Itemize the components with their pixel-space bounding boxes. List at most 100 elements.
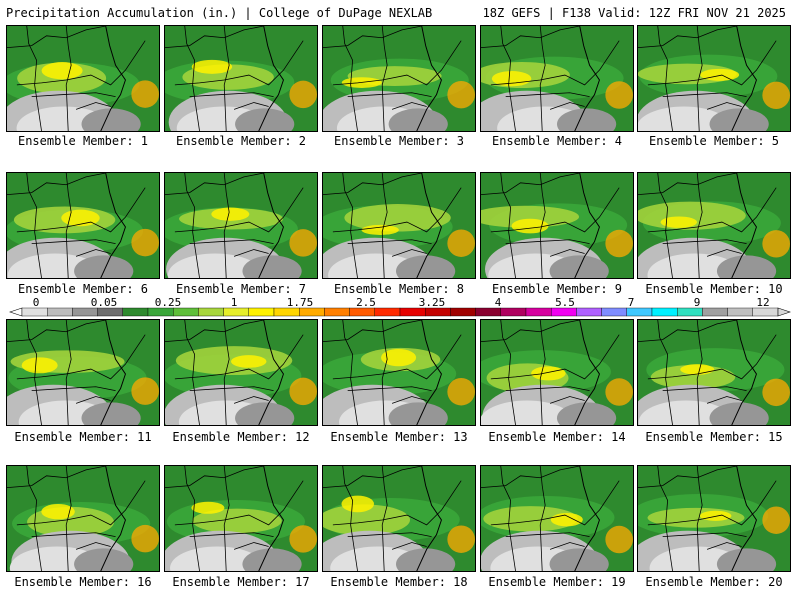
ensemble-map-panel <box>480 465 634 572</box>
precip-core <box>605 378 633 406</box>
precip-core <box>131 80 159 108</box>
header-title: Precipitation Accumulation (in.) | Colle… <box>6 6 433 20</box>
ensemble-member-label: Ensemble Member: 17 <box>172 575 310 589</box>
border-line <box>638 26 737 48</box>
border-line <box>323 466 422 488</box>
precip-core <box>191 501 225 514</box>
ensemble-map-panel <box>322 465 476 572</box>
border-line <box>490 187 620 233</box>
ensemble-member-label: Ensemble Member: 14 <box>488 430 626 444</box>
border-line <box>65 173 72 278</box>
precip-core <box>131 377 159 405</box>
legend-tick-label: 5.5 <box>555 296 575 309</box>
precip-core <box>447 229 475 257</box>
ensemble-member-label: Ensemble Member: 20 <box>645 575 783 589</box>
border-line <box>184 320 200 425</box>
precip-core <box>762 81 790 110</box>
border-line <box>342 466 358 571</box>
border-line <box>662 92 747 98</box>
border-line <box>657 173 673 278</box>
dry-area <box>549 255 609 278</box>
ensemble-map-panel <box>637 319 791 426</box>
precip-core <box>447 80 475 109</box>
legend-swatch <box>47 307 73 317</box>
legend-swatch <box>324 307 350 317</box>
precip-core <box>511 218 549 234</box>
border-line <box>174 480 304 526</box>
legend-swatch <box>399 307 426 317</box>
precip-core <box>289 80 317 109</box>
border-line <box>323 26 422 48</box>
coastline <box>574 466 600 571</box>
legend-swatch <box>651 307 678 317</box>
border-line <box>662 239 747 245</box>
border-line <box>391 102 427 110</box>
precip-core <box>361 224 399 235</box>
border-line <box>481 173 580 195</box>
ensemble-map-panel <box>637 172 791 279</box>
legend-swatch <box>727 307 753 317</box>
dry-area <box>556 108 617 131</box>
precip-core <box>230 355 267 368</box>
precip-core <box>700 68 740 81</box>
legend-max-arrow <box>777 307 791 317</box>
dry-area <box>235 402 295 425</box>
ensemble-member-label: Ensemble Member: 3 <box>333 134 465 148</box>
precip-band <box>344 204 451 232</box>
precip-core <box>762 506 790 534</box>
legend-swatch <box>425 307 451 317</box>
precip-band <box>323 504 410 536</box>
precip-core <box>762 230 790 258</box>
border-line <box>490 40 620 86</box>
ensemble-map-panel <box>6 172 160 279</box>
precip-core <box>605 229 633 258</box>
border-line <box>706 396 742 404</box>
coastline <box>731 173 757 278</box>
dry-area <box>556 402 617 425</box>
header-run-info: 18Z GEFS | F138 Valid: 12Z FRI NOV 21 20… <box>482 6 786 20</box>
legend-swatch <box>198 307 224 317</box>
dry-area <box>235 108 295 131</box>
legend-min-arrow <box>9 307 23 317</box>
dry-area <box>74 548 134 571</box>
border-line <box>549 396 585 404</box>
dry-area <box>716 255 777 278</box>
legend-colorbar <box>9 307 791 317</box>
border-line <box>347 92 432 98</box>
precip-core <box>762 378 790 407</box>
border-line <box>696 320 703 425</box>
legend-tick-labels: 0 0.05 0.25 1 1.75 2.5 3.25 4 5.5 7 9 12 <box>0 296 800 309</box>
dry-area <box>388 402 448 425</box>
border-line <box>539 173 546 278</box>
border-line <box>332 187 462 233</box>
border-line <box>323 173 422 195</box>
legend-tick-label: 7 <box>627 296 635 309</box>
coastline <box>731 26 757 131</box>
border-line <box>75 396 111 404</box>
border-line <box>505 92 590 98</box>
dry-area <box>81 402 141 425</box>
precip-core <box>605 525 633 554</box>
border-line <box>184 466 200 571</box>
precip-core <box>21 357 58 374</box>
border-line <box>75 249 111 257</box>
dry-area <box>81 108 141 131</box>
precip-core <box>289 229 317 257</box>
border-line <box>647 187 777 233</box>
border-line <box>16 480 146 526</box>
border-line <box>381 173 388 278</box>
border-line <box>647 40 777 86</box>
legend-tick-label: 2.5 <box>356 296 376 309</box>
border-line <box>223 466 230 571</box>
precip-core <box>289 525 317 553</box>
border-line <box>233 249 269 257</box>
border-line <box>75 542 111 550</box>
border-line <box>174 187 304 233</box>
border-line <box>26 320 42 425</box>
border-line <box>347 386 432 392</box>
legend-swatch <box>752 307 779 317</box>
legend-tick-label: 4 <box>494 296 502 309</box>
precip-core <box>41 503 75 520</box>
border-line <box>500 173 516 278</box>
legend-swatch <box>677 307 703 317</box>
